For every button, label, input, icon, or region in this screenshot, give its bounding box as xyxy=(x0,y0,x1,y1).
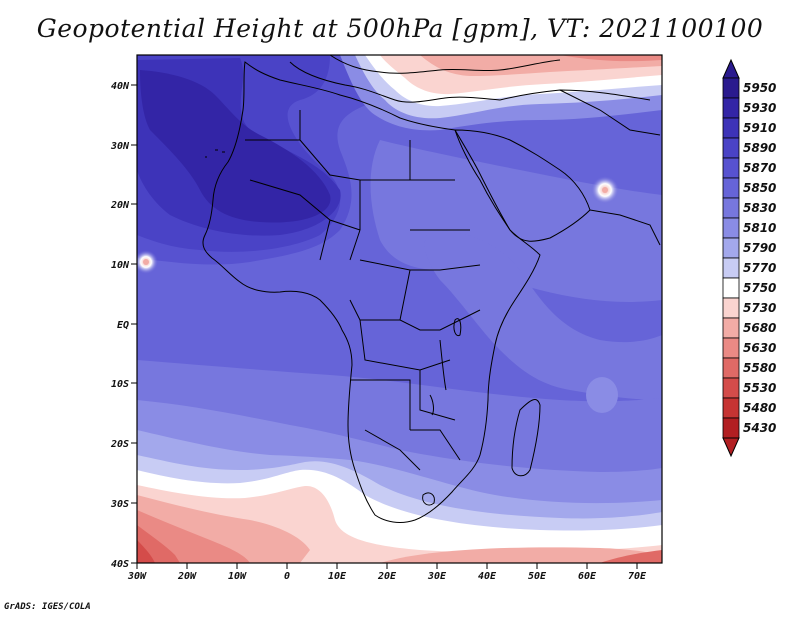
colorbar-swatch xyxy=(722,77,740,99)
lat-label-40n: 40N xyxy=(111,81,130,92)
lon-label-20e: 20E xyxy=(377,571,397,582)
colorbar-label: 5750 xyxy=(743,281,776,295)
lon-label-60e: 60E xyxy=(578,571,597,582)
colorbar-swatch xyxy=(722,257,740,279)
lon-label-40e: 40E xyxy=(478,571,497,582)
plot-frame xyxy=(136,54,663,564)
lon-labels: 30W 20W 10W 0 10E 20E 30E 40E 50E 60E 70… xyxy=(127,571,647,582)
colorbar-label: 5870 xyxy=(743,161,776,175)
colorbar-swatch xyxy=(722,177,740,199)
colorbar-swatch xyxy=(722,277,740,299)
colorbar-label: 5730 xyxy=(743,301,776,315)
lat-labels: 40N 30N 20N 10N EQ 10S 20S 30S 40S xyxy=(110,81,130,570)
lat-label-30n: 30N xyxy=(110,141,130,152)
colorbar-label: 5890 xyxy=(743,141,776,155)
colorbar-swatch xyxy=(722,97,740,119)
colorbar-label: 5480 xyxy=(743,401,776,415)
colorbar-top-arrow xyxy=(722,58,740,79)
colorbar-label: 5790 xyxy=(743,241,776,255)
axis-ticks xyxy=(131,84,638,569)
colorbar: 5950 5930 5910 5890 5870 5850 5830 5810 5790 5770… xyxy=(722,58,776,458)
colorbar-label: 5430 xyxy=(743,421,776,435)
colorbar-swatch xyxy=(722,197,740,219)
lat-label-10n: 10N xyxy=(111,260,130,271)
colorbar-label: 5580 xyxy=(743,361,776,375)
colorbar-label: 5810 xyxy=(743,221,776,235)
colorbar-swatch xyxy=(722,337,740,359)
lat-label-10s: 10S xyxy=(111,379,129,390)
lon-label-70e: 70E xyxy=(628,571,647,582)
colorbar-label: 5950 xyxy=(743,81,776,95)
lon-label-0: 0 xyxy=(284,571,290,582)
colorbar-swatch xyxy=(722,417,740,439)
colorbar-swatch xyxy=(722,217,740,239)
lat-label-eq: EQ xyxy=(117,320,129,331)
lon-label-10w: 10W xyxy=(228,571,247,582)
contour-field xyxy=(137,55,662,563)
colorbar-swatch xyxy=(722,397,740,419)
lat-label-20s: 20S xyxy=(110,439,129,450)
colorbar-label: 5630 xyxy=(743,341,776,355)
colorbar-swatch xyxy=(722,357,740,379)
colorbar-label: 5930 xyxy=(743,101,776,115)
footer-credit: GrADS: IGES/COLA xyxy=(4,602,91,612)
lon-label-10e: 10E xyxy=(328,571,347,582)
colorbar-label: 5530 xyxy=(743,381,776,395)
lat-label-30s: 30S xyxy=(110,499,129,510)
colorbar-label: 5910 xyxy=(743,121,776,135)
colorbar-swatch xyxy=(722,117,740,139)
colorbar-swatch xyxy=(722,377,740,399)
lon-label-30w: 30W xyxy=(127,571,147,582)
colorbar-swatch xyxy=(722,157,740,179)
colorbar-label: 5770 xyxy=(743,261,776,275)
colorbar-bottom-arrow xyxy=(722,437,740,458)
map-title: Geopotential Height at 500hPa [gpm], VT:… xyxy=(36,14,764,43)
lon-label-50e: 50E xyxy=(528,571,547,582)
lon-label-20w: 20W xyxy=(177,571,197,582)
colorbar-label: 5850 xyxy=(743,181,776,195)
lat-label-40s: 40S xyxy=(111,559,129,570)
lon-label-30e: 30E xyxy=(427,571,447,582)
coastline-borders xyxy=(202,55,661,523)
colorbar-swatch xyxy=(722,297,740,319)
colorbar-swatch xyxy=(722,317,740,339)
colorbar-label: 5830 xyxy=(743,201,776,215)
colorbar-swatch xyxy=(722,137,740,159)
colorbar-swatch xyxy=(722,237,740,259)
lat-label-20n: 20N xyxy=(110,200,130,211)
colorbar-label: 5680 xyxy=(743,321,776,335)
